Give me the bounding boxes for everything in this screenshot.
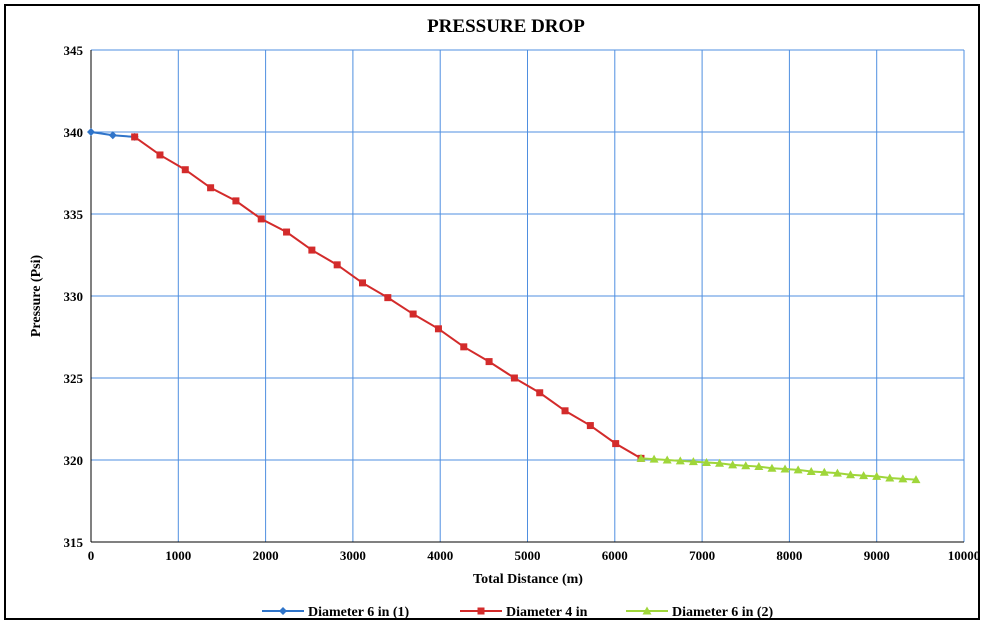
series-1 bbox=[87, 128, 139, 141]
x-tick-label: 7000 bbox=[689, 548, 715, 563]
data-point bbox=[767, 463, 777, 472]
data-point bbox=[701, 457, 711, 466]
y-tick-labels: 315 320 325 330 335 340 345 bbox=[64, 43, 84, 550]
x-tick-label: 4000 bbox=[427, 548, 453, 563]
data-point bbox=[131, 133, 139, 141]
x-tick-label: 2000 bbox=[253, 548, 279, 563]
data-point bbox=[308, 246, 316, 254]
data-point bbox=[87, 128, 95, 136]
x-tick-label: 0 bbox=[88, 548, 95, 563]
data-point bbox=[806, 466, 816, 475]
data-point bbox=[741, 461, 751, 470]
data-point bbox=[819, 467, 829, 476]
x-tick-label: 6000 bbox=[602, 548, 628, 563]
data-point bbox=[384, 294, 392, 302]
data-point bbox=[898, 474, 908, 483]
data-point bbox=[728, 460, 738, 469]
data-point bbox=[872, 471, 882, 480]
legend-item-1: Diameter 6 in (1) bbox=[262, 605, 410, 620]
y-axis-title: Pressure (Psi) bbox=[29, 255, 44, 338]
x-tick-label: 8000 bbox=[776, 548, 802, 563]
data-point bbox=[649, 454, 659, 463]
data-point bbox=[885, 473, 895, 482]
y-tick-label: 315 bbox=[64, 535, 84, 550]
x-axis-title: Total Distance (m) bbox=[473, 572, 583, 587]
data-point bbox=[257, 215, 265, 223]
legend-label: Diameter 6 in (2) bbox=[672, 605, 774, 620]
y-tick-label: 340 bbox=[64, 125, 84, 140]
data-point bbox=[754, 462, 764, 471]
series-line bbox=[640, 457, 917, 481]
legend-label: Diameter 4 in bbox=[506, 605, 588, 620]
data-point bbox=[207, 184, 215, 192]
data-point bbox=[510, 374, 518, 382]
data-point bbox=[612, 440, 620, 448]
data-point bbox=[181, 166, 189, 174]
data-point bbox=[662, 455, 672, 464]
data-point bbox=[688, 457, 698, 466]
x-tick-label: 9000 bbox=[864, 548, 890, 563]
data-point bbox=[715, 458, 725, 467]
data-point bbox=[460, 343, 468, 351]
data-point bbox=[108, 131, 117, 140]
legend-marker bbox=[279, 607, 287, 615]
data-point bbox=[846, 470, 856, 479]
x-tick-label: 1000 bbox=[165, 548, 191, 563]
data-point bbox=[359, 279, 367, 287]
series-group bbox=[87, 128, 921, 484]
data-point bbox=[675, 456, 685, 465]
chart-title: PRESSURE DROP bbox=[427, 16, 585, 37]
data-point bbox=[283, 228, 291, 236]
chart-frame bbox=[4, 4, 980, 620]
legend-marker bbox=[642, 606, 652, 615]
y-tick-label: 330 bbox=[64, 289, 84, 304]
data-point bbox=[636, 453, 646, 462]
series-2 bbox=[131, 133, 645, 462]
x-tick-label: 5000 bbox=[515, 548, 541, 563]
grid bbox=[90, 49, 965, 543]
data-point bbox=[832, 468, 842, 477]
legend: Diameter 6 in (1) Diameter 4 in Diameter 6… bbox=[262, 605, 774, 620]
y-tick-label: 320 bbox=[64, 453, 84, 468]
data-point bbox=[333, 261, 341, 269]
data-point bbox=[156, 151, 164, 159]
data-point bbox=[859, 471, 869, 480]
data-point bbox=[434, 325, 442, 333]
x-tick-label: 3000 bbox=[340, 548, 366, 563]
data-point bbox=[409, 310, 417, 318]
data-point bbox=[561, 407, 569, 415]
data-point bbox=[485, 358, 493, 366]
x-tick-labels: 0 1000 2000 3000 4000 5000 6000 7000 8000 9000 100… bbox=[88, 548, 981, 563]
data-point bbox=[911, 475, 921, 484]
y-tick-label: 345 bbox=[64, 43, 84, 58]
data-point bbox=[780, 464, 790, 473]
series-3 bbox=[636, 453, 921, 484]
legend-item-2: Diameter 4 in bbox=[460, 605, 588, 620]
legend-item-3: Diameter 6 in (2) bbox=[626, 605, 774, 620]
y-tick-label: 325 bbox=[64, 371, 84, 386]
data-point bbox=[793, 465, 803, 474]
data-point bbox=[536, 389, 544, 397]
x-tick-label: 10000 bbox=[948, 548, 981, 563]
y-tick-label: 335 bbox=[64, 207, 84, 222]
legend-marker bbox=[477, 607, 485, 615]
legend-label: Diameter 6 in (1) bbox=[308, 605, 410, 620]
data-point bbox=[586, 422, 594, 430]
data-point bbox=[232, 197, 240, 205]
